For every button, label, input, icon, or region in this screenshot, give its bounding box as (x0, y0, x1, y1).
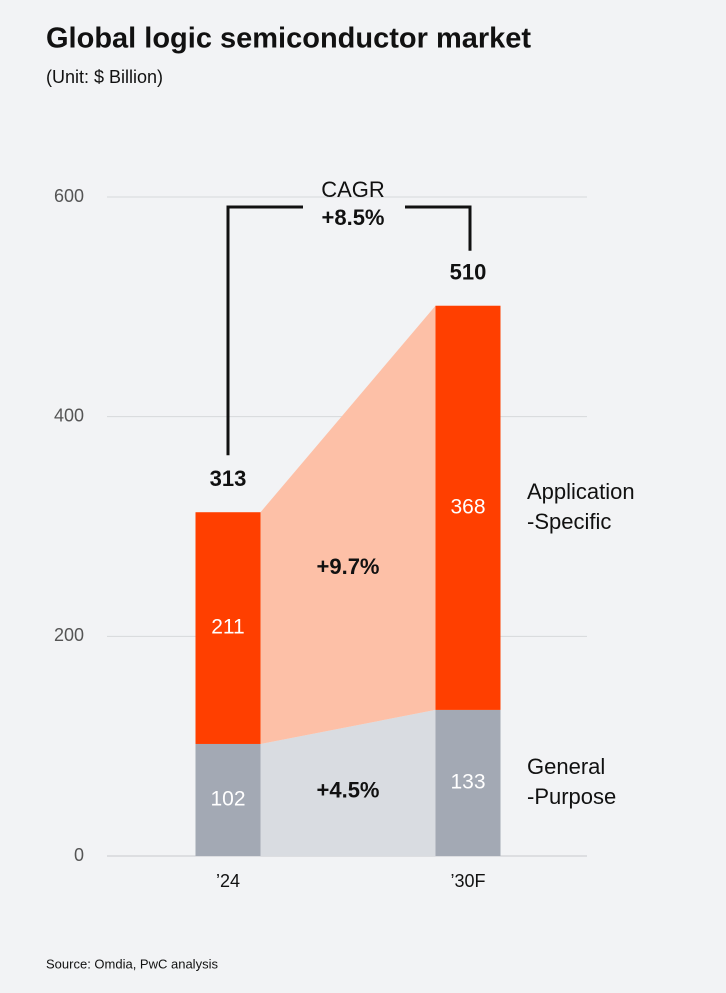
bar-segment (195, 743, 261, 856)
growth-band (260, 709, 436, 856)
chart-subtitle: (Unit: $ Billion) (46, 67, 163, 87)
bar-segment (435, 709, 501, 856)
cagr-value: +8.5% (322, 205, 385, 230)
cagr-bracket (405, 205, 472, 251)
bar-segment (195, 512, 261, 744)
total-label: 510 (450, 260, 487, 285)
growth-label: +9.7% (317, 554, 380, 579)
chart-title: Global logic semiconductor market (46, 23, 531, 55)
value-label: 133 (450, 771, 485, 794)
growth-band (260, 305, 436, 744)
legend-label: Application -Specific (527, 479, 635, 534)
total-label: 313 (210, 466, 247, 491)
value-label: 368 (450, 495, 485, 518)
legend-label: General -Purpose (527, 754, 616, 809)
value-label: 211 (211, 616, 244, 639)
y-tick-label: 400 (54, 405, 84, 425)
y-tick-label: 200 (54, 625, 84, 645)
source-note: Source: Omdia, PwC analysis (46, 956, 218, 971)
value-label: 102 (210, 788, 245, 811)
y-tick-label: 600 (54, 186, 84, 206)
y-tick-label: 0 (74, 845, 84, 865)
cagr-title: CAGR (321, 177, 385, 202)
growth-label: +4.5% (317, 777, 380, 802)
x-tick-label: ’30F (450, 871, 485, 891)
bar-segment (435, 305, 501, 710)
cagr-bracket (226, 205, 303, 456)
x-tick-label: ’24 (216, 871, 240, 891)
